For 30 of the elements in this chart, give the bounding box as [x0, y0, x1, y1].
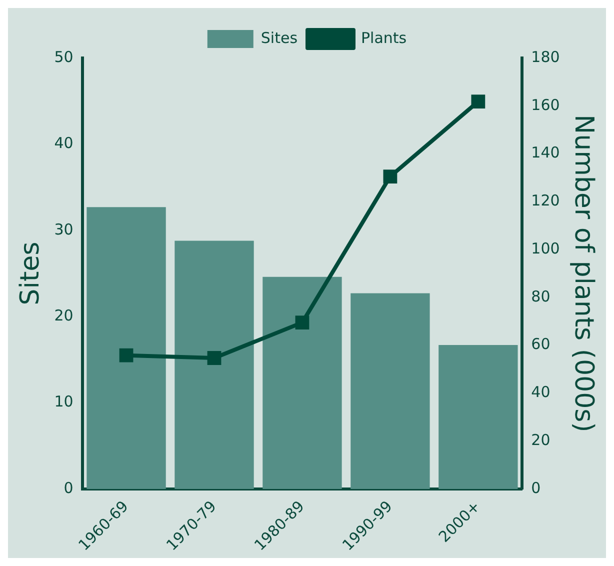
y2-tick-label: 0: [531, 478, 541, 497]
y2-tick-label: 60: [531, 335, 550, 354]
point: [207, 351, 222, 365]
y2-tick-label: 120: [531, 192, 560, 210]
y2-tick-label: 40: [531, 383, 550, 402]
y2-tick-label: 20: [531, 430, 550, 449]
y-tick-label: 40: [54, 134, 74, 152]
y2-axis-title: Number of plants (000s): [568, 114, 599, 432]
y2-tick-label: 80: [531, 287, 550, 306]
bar: [438, 345, 518, 489]
legend-label: Sites: [260, 28, 298, 47]
y2-tick-label: 100: [531, 239, 560, 258]
y2-tick-label: 180: [531, 48, 560, 66]
bar: [174, 240, 254, 489]
y2-tick-label: 160: [531, 96, 560, 114]
legend-label: Plants: [361, 28, 407, 47]
y-tick-label: 0: [64, 478, 74, 497]
y-tick-label: 20: [54, 306, 74, 324]
point: [383, 170, 398, 184]
point: [471, 94, 486, 109]
y-tick-label: 50: [54, 48, 74, 66]
bar: [86, 207, 166, 489]
bar: [262, 276, 342, 489]
point: [295, 316, 310, 330]
point: [119, 348, 134, 362]
y-axis-title: Sites: [15, 242, 46, 306]
y2-tick-label: 140: [531, 144, 560, 162]
bar: [350, 293, 430, 489]
y-tick-label: 10: [54, 392, 74, 411]
y-tick-label: 30: [54, 220, 74, 238]
